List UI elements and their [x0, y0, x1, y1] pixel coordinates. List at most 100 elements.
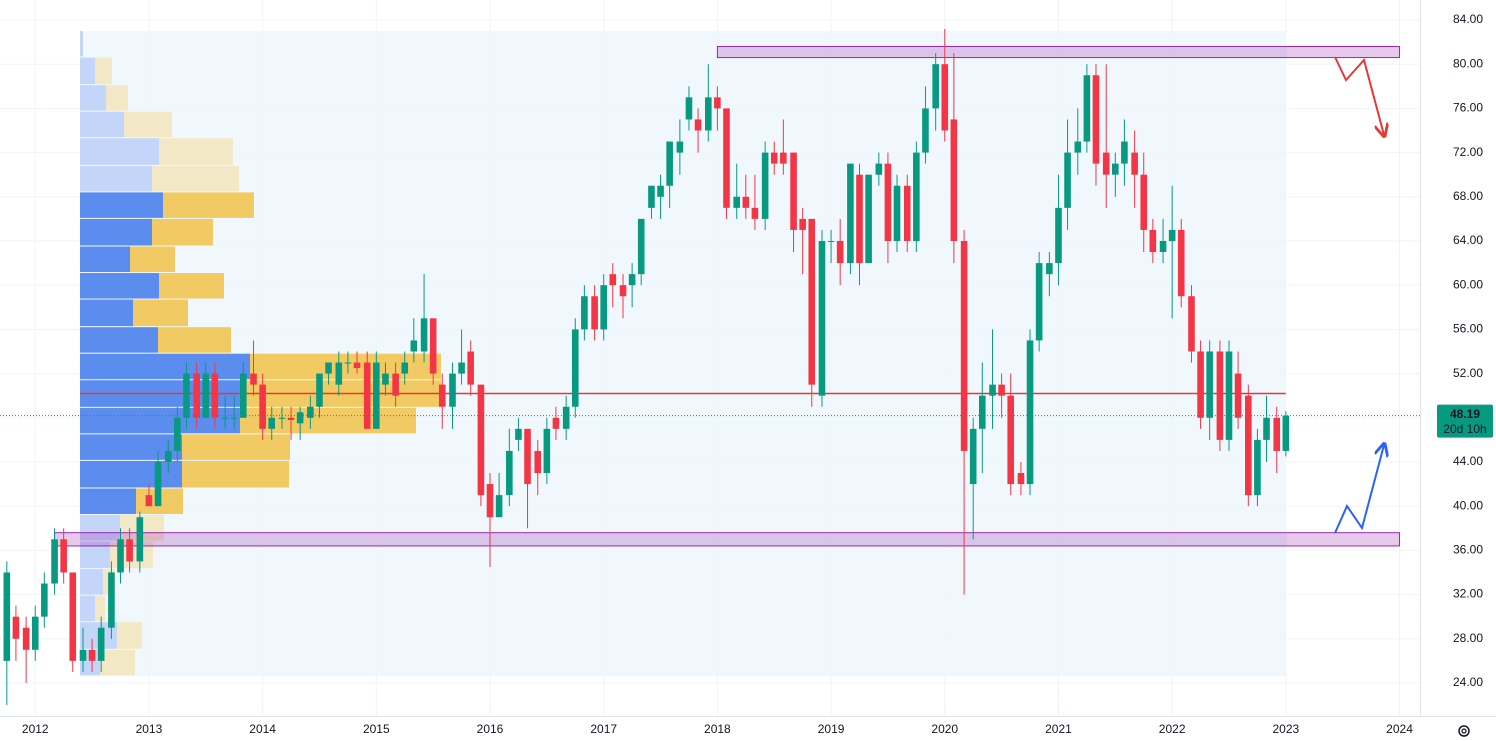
profile-down-bar [152, 165, 239, 192]
y-tick-label: 28.00 [1453, 631, 1483, 645]
candle-body [1140, 174, 1148, 230]
candle-body [429, 318, 437, 374]
candle-body [694, 119, 702, 131]
profile-up-bar [80, 192, 163, 218]
profile-down-bar [158, 327, 231, 353]
y-tick-label: 84.00 [1453, 12, 1483, 26]
profile-up-bar [80, 165, 152, 192]
candle-body [1245, 395, 1252, 496]
candle-body [1149, 229, 1157, 253]
y-tick-label: 44.00 [1453, 454, 1483, 468]
profile-up-bar [80, 353, 250, 380]
profile-down-bar [95, 57, 112, 85]
candle-body [1216, 351, 1224, 440]
candle-body [808, 218, 816, 385]
forecast-arrow-down [1334, 56, 1384, 135]
candle-body [552, 417, 560, 429]
candle-body [1254, 439, 1261, 496]
profile-down-bar [100, 649, 135, 676]
candle-body [467, 351, 474, 385]
candle-body [591, 296, 598, 330]
profile-up-bar [80, 327, 158, 353]
profile-up-bar [80, 569, 103, 595]
profile-up-bar [80, 218, 152, 246]
candle-body [704, 97, 712, 131]
candle-body [941, 64, 949, 131]
x-tick-label: 2018 [704, 722, 731, 736]
candle-body [960, 240, 968, 451]
candle-body [619, 285, 627, 297]
candle-body [524, 428, 531, 485]
candle-body [316, 373, 323, 407]
candle-body [875, 163, 883, 175]
candle-body [335, 362, 343, 385]
x-tick-label: 2014 [249, 722, 276, 736]
candle-body [382, 373, 389, 385]
profile-down-bar [95, 595, 105, 622]
profile-down-bar [117, 622, 142, 649]
candle-body [230, 417, 238, 419]
candle-body [401, 362, 409, 374]
candle-body [770, 152, 778, 164]
profile-up-bar [80, 299, 133, 327]
candle-body [183, 373, 190, 418]
x-tick-label: 2016 [477, 722, 504, 736]
profile-down-bar [182, 434, 290, 460]
x-tick-label: 2013 [136, 722, 163, 736]
candle-body [978, 395, 986, 429]
candle-body [1092, 75, 1100, 164]
candle-body [88, 649, 96, 661]
candle-body [373, 362, 380, 429]
candle-body [1074, 141, 1082, 153]
candle-body [666, 141, 673, 186]
candle-body [1159, 240, 1167, 253]
y-tick-label: 52.00 [1453, 366, 1483, 380]
x-tick-label: 2021 [1045, 722, 1072, 736]
candle-body [1234, 373, 1242, 418]
candle-body [1083, 75, 1091, 142]
candle-body [69, 572, 77, 661]
profile-down-bar [106, 85, 128, 111]
candle-body [799, 218, 806, 230]
x-tick-label: 2024 [1386, 722, 1413, 736]
candle-body [751, 207, 759, 219]
candle-body [506, 450, 513, 496]
profile-up-bar [80, 460, 182, 488]
settings-gear-hub[interactable] [1461, 728, 1467, 734]
candle-body [1263, 417, 1270, 440]
candle-body [221, 417, 229, 419]
candle-body [865, 174, 872, 264]
candle-body [742, 196, 750, 208]
x-tick-label: 2015 [363, 722, 390, 736]
candle-body [628, 274, 636, 286]
candle-body [543, 428, 551, 474]
candle-body [174, 417, 181, 451]
candle-body [856, 174, 863, 264]
candle-layer [0, 28, 1420, 706]
profile-up-bar [80, 273, 159, 299]
candle-body [922, 108, 929, 153]
candle-body [97, 627, 105, 661]
x-tick-label: 2023 [1272, 722, 1299, 736]
profile-down-bar [124, 111, 172, 138]
candle-body [1007, 395, 1015, 485]
candle-body [637, 218, 645, 275]
candle-body [562, 406, 570, 429]
candle-body [818, 240, 826, 396]
settings-gear[interactable] [1458, 725, 1470, 737]
settings-icon[interactable] [1458, 725, 1470, 737]
profile-down-bar [130, 246, 175, 273]
candle-body [79, 649, 87, 661]
candle-body [998, 384, 1005, 396]
candle-body [581, 296, 588, 330]
candle-body [477, 384, 485, 496]
candle-body [126, 539, 133, 562]
candle-body [287, 417, 295, 420]
candle-body [353, 362, 361, 369]
candle-body [250, 373, 257, 385]
candle-body [202, 373, 210, 418]
candle-body [1282, 415, 1290, 451]
candle-body [495, 495, 503, 518]
